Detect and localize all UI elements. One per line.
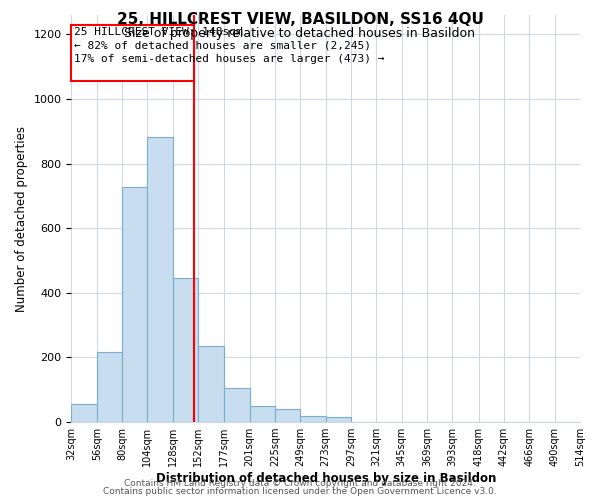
Bar: [71, 404, 97, 422]
Bar: [275, 409, 301, 422]
Bar: [173, 278, 198, 422]
Bar: [326, 417, 351, 422]
Bar: [301, 416, 326, 422]
Text: Contains HM Land Registry data © Crown copyright and database right 2024.: Contains HM Land Registry data © Crown c…: [124, 478, 476, 488]
Bar: [148, 137, 173, 422]
Bar: [224, 388, 250, 422]
Text: 25, HILLCREST VIEW, BASILDON, SS16 4QU: 25, HILLCREST VIEW, BASILDON, SS16 4QU: [116, 12, 484, 28]
Bar: [250, 406, 275, 422]
Text: ← 82% of detached houses are smaller (2,245): ← 82% of detached houses are smaller (2,…: [74, 41, 371, 51]
Bar: [97, 352, 122, 422]
Bar: [198, 346, 224, 422]
X-axis label: Distribution of detached houses by size in Basildon: Distribution of detached houses by size …: [155, 472, 496, 485]
FancyBboxPatch shape: [71, 24, 194, 81]
Text: Contains public sector information licensed under the Open Government Licence v3: Contains public sector information licen…: [103, 487, 497, 496]
Bar: [122, 187, 148, 422]
Text: Size of property relative to detached houses in Basildon: Size of property relative to detached ho…: [125, 28, 476, 40]
Y-axis label: Number of detached properties: Number of detached properties: [15, 126, 28, 312]
Text: 25 HILLCREST VIEW: 148sqm: 25 HILLCREST VIEW: 148sqm: [74, 28, 242, 38]
Text: 17% of semi-detached houses are larger (473) →: 17% of semi-detached houses are larger (…: [74, 54, 384, 64]
